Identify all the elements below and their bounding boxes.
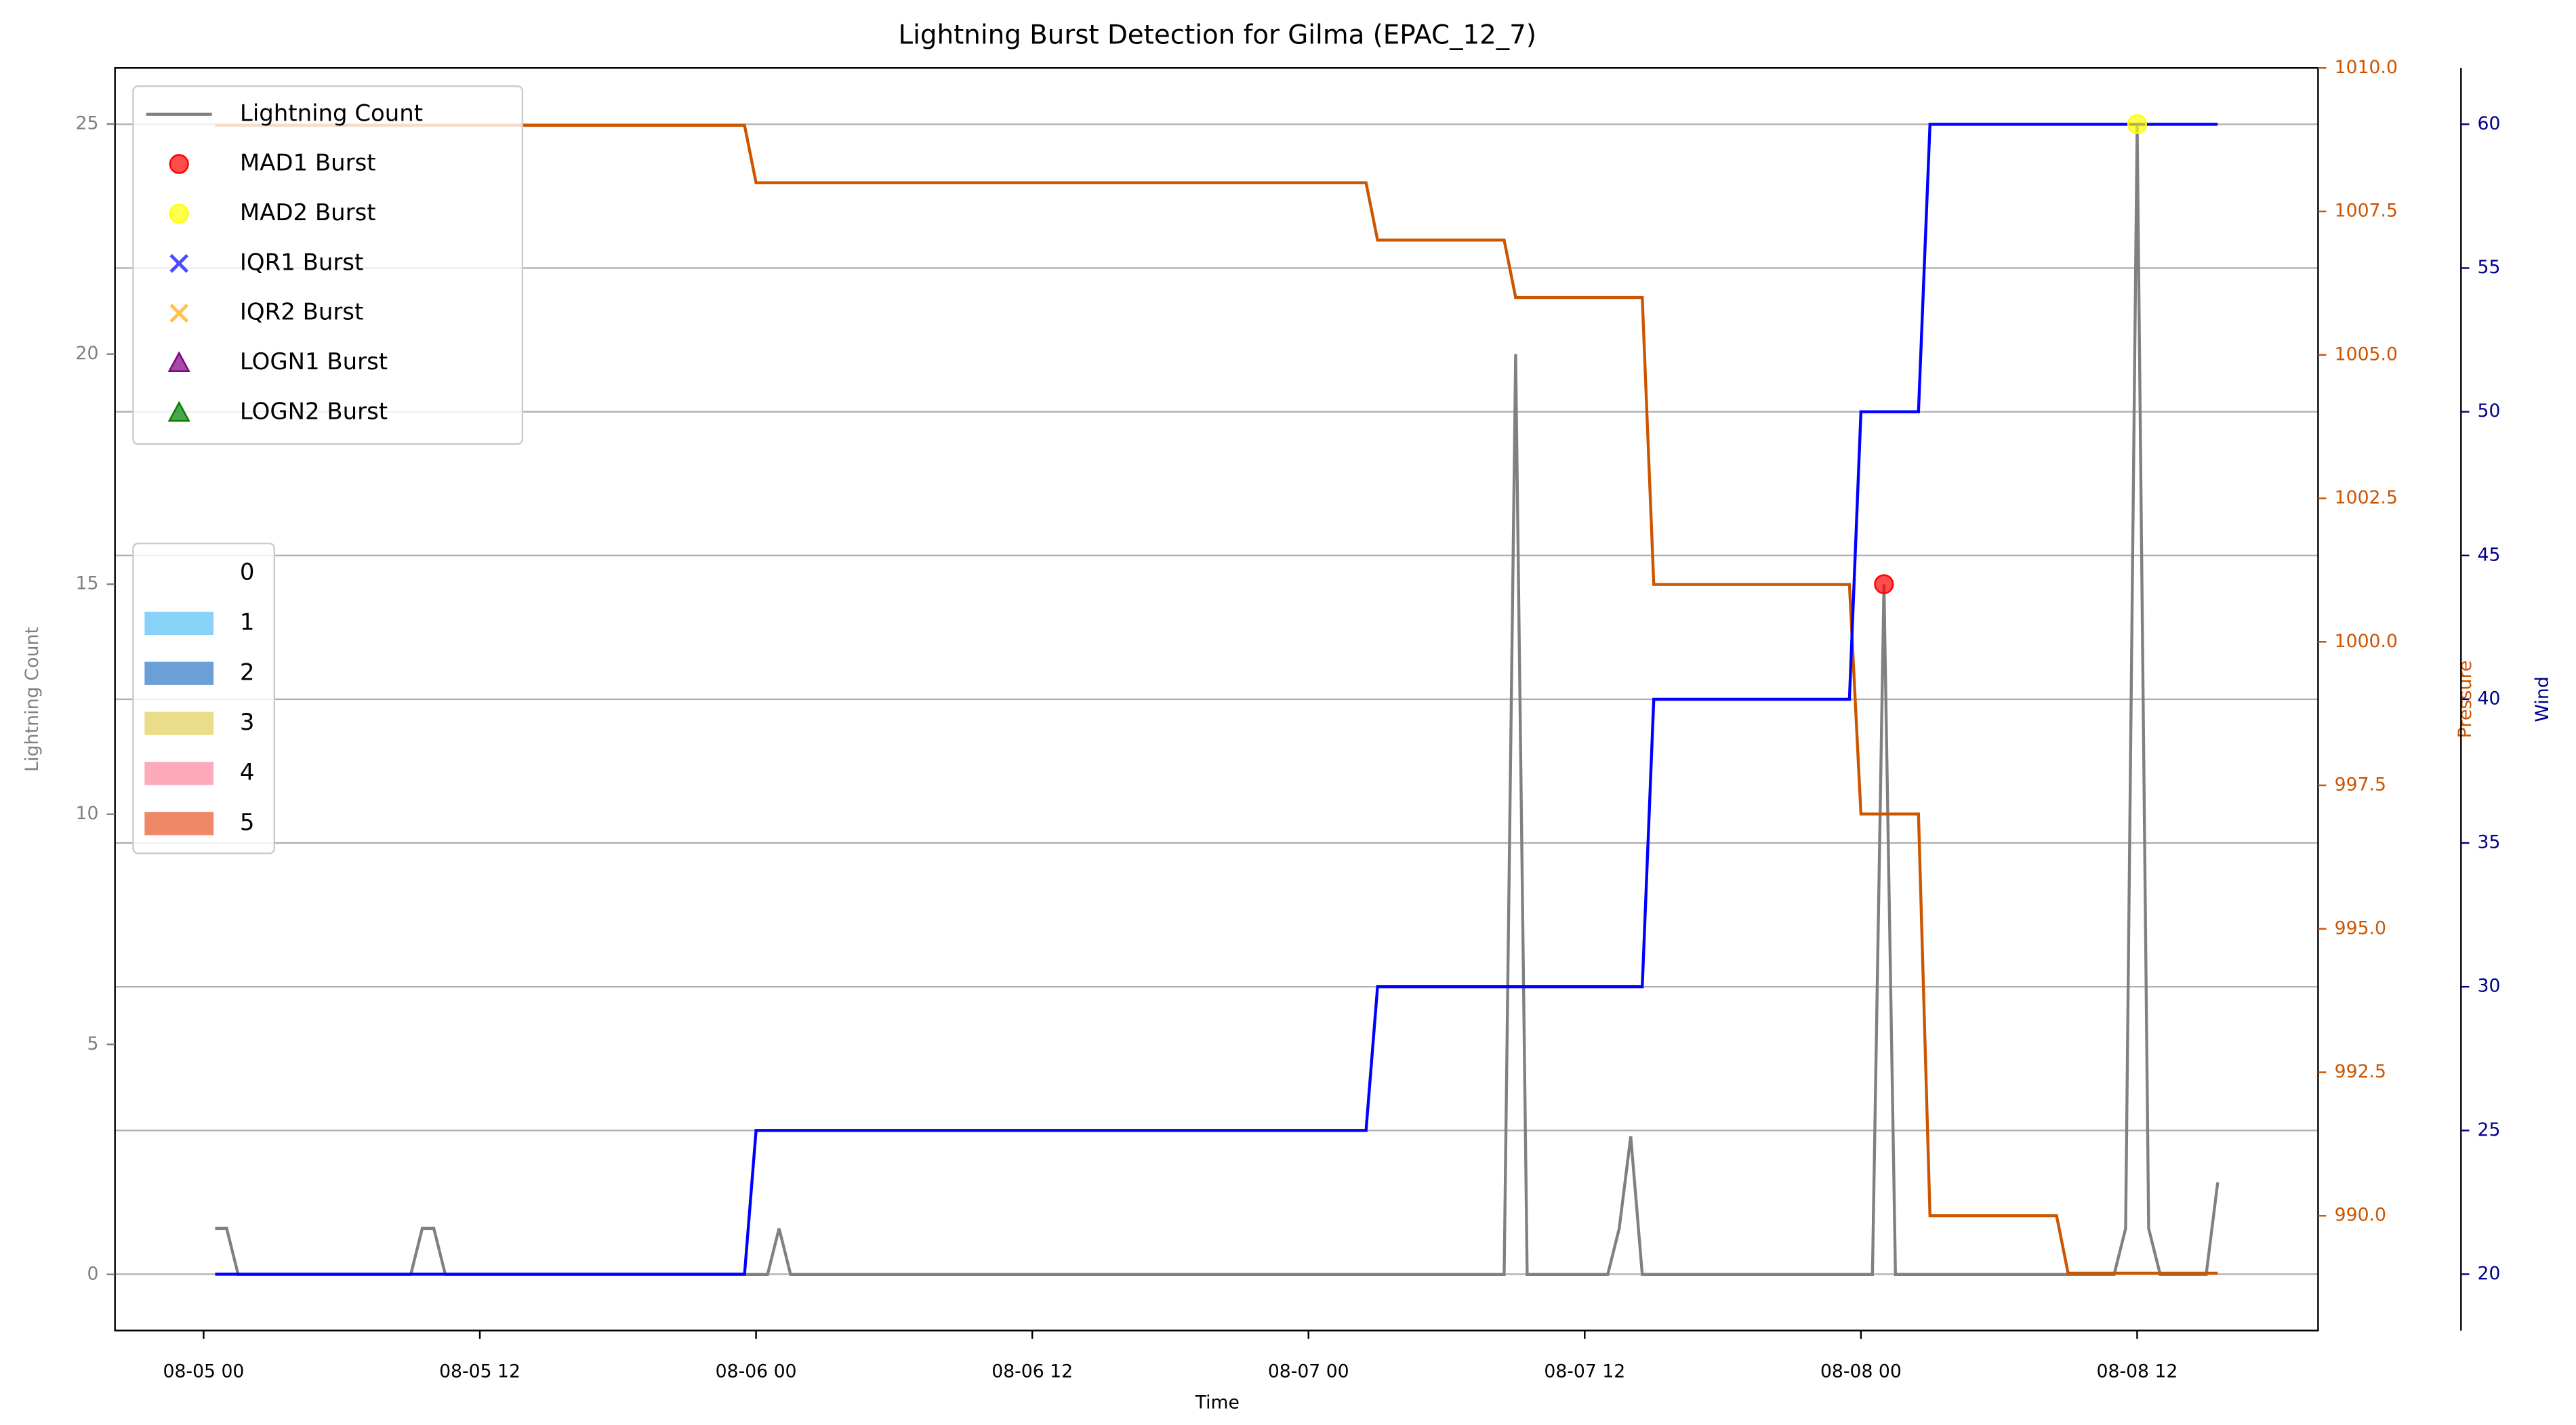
series-line bbox=[215, 123, 2218, 1275]
x-tick-label: 08-07 12 bbox=[1544, 1361, 1625, 1382]
y3-tick-label: 30 bbox=[2478, 976, 2501, 997]
legend-label: Lightning Count bbox=[240, 100, 423, 127]
y3-axis-label: Wind bbox=[2532, 676, 2553, 722]
y2-tick-label: 1005.0 bbox=[2335, 344, 2398, 365]
legend-box bbox=[132, 85, 524, 445]
y3-tick-label: 45 bbox=[2478, 544, 2501, 565]
legend-marker bbox=[169, 203, 189, 224]
y3-tick-label: 40 bbox=[2478, 688, 2501, 709]
y3-tick-label: 25 bbox=[2478, 1119, 2501, 1140]
x-tick-label: 08-08 00 bbox=[1820, 1361, 1902, 1382]
legend-label: LOGN1 Burst bbox=[240, 348, 388, 375]
legend-label: LOGN2 Burst bbox=[240, 398, 388, 425]
series-line bbox=[215, 124, 2220, 1276]
category-swatch bbox=[144, 762, 214, 785]
category-swatch bbox=[144, 611, 214, 636]
legend-marker bbox=[169, 304, 189, 323]
legend-label: MAD1 Burst bbox=[240, 149, 376, 176]
y3-tick-label: 55 bbox=[2478, 257, 2501, 278]
legend-label: MAD2 Burst bbox=[240, 199, 376, 226]
category-label: 3 bbox=[240, 709, 255, 736]
category-swatch bbox=[144, 711, 214, 735]
category-label: 5 bbox=[240, 809, 255, 836]
x-tick-label: 08-05 12 bbox=[439, 1361, 520, 1382]
category-label: 2 bbox=[240, 659, 255, 686]
category-legend-box bbox=[132, 542, 276, 854]
burst-marker bbox=[1874, 574, 1894, 594]
legend-marker bbox=[167, 351, 190, 372]
legend-marker bbox=[167, 400, 190, 422]
x-tick-label: 08-05 00 bbox=[163, 1361, 245, 1382]
x-axis-label: Time bbox=[1195, 1392, 1240, 1413]
y3-tick-label: 60 bbox=[2478, 113, 2501, 134]
x-tick-label: 08-08 12 bbox=[2097, 1361, 2178, 1382]
y2-tick-label: 990.0 bbox=[2335, 1205, 2386, 1226]
category-swatch bbox=[144, 661, 214, 685]
y2-tick-label: 1000.0 bbox=[2335, 631, 2398, 652]
x-tick-label: 08-06 00 bbox=[716, 1361, 797, 1382]
legend-label: IQR2 Burst bbox=[240, 299, 363, 326]
legend-marker bbox=[169, 253, 189, 273]
chart-title: Lightning Burst Detection for Gilma (EPA… bbox=[899, 20, 1536, 50]
y3-tick-label: 20 bbox=[2478, 1263, 2501, 1284]
y2-tick-label: 1010.0 bbox=[2335, 57, 2398, 78]
category-label: 4 bbox=[240, 759, 255, 786]
x-tick-label: 08-07 00 bbox=[1268, 1361, 1349, 1382]
y-tick-label: 20 bbox=[76, 343, 99, 364]
y2-tick-label: 997.5 bbox=[2335, 774, 2386, 795]
legend-marker bbox=[169, 154, 189, 174]
y-tick-label: 25 bbox=[76, 113, 99, 134]
series-line bbox=[215, 123, 2218, 1276]
y2-tick-label: 1007.5 bbox=[2335, 200, 2398, 221]
burst-marker bbox=[2127, 114, 2147, 134]
category-swatch bbox=[144, 812, 214, 835]
y3-tick-label: 35 bbox=[2478, 831, 2501, 852]
x-tick-label: 08-06 12 bbox=[991, 1361, 1073, 1382]
y-tick-label: 0 bbox=[87, 1263, 98, 1284]
legend-label: IQR1 Burst bbox=[240, 249, 363, 276]
y3-tick-label: 50 bbox=[2478, 400, 2501, 421]
y-tick-label: 15 bbox=[76, 573, 99, 594]
category-label: 0 bbox=[240, 558, 255, 585]
y-tick-label: 5 bbox=[87, 1033, 98, 1054]
plot-frame bbox=[114, 67, 2319, 1331]
y2-tick-label: 995.0 bbox=[2335, 917, 2386, 938]
y-axis-label: Lightning Count bbox=[22, 627, 43, 772]
y-tick-label: 10 bbox=[76, 803, 99, 824]
category-label: 1 bbox=[240, 608, 255, 636]
y2-tick-label: 1002.5 bbox=[2335, 487, 2398, 508]
y2-tick-label: 992.5 bbox=[2335, 1061, 2386, 1082]
